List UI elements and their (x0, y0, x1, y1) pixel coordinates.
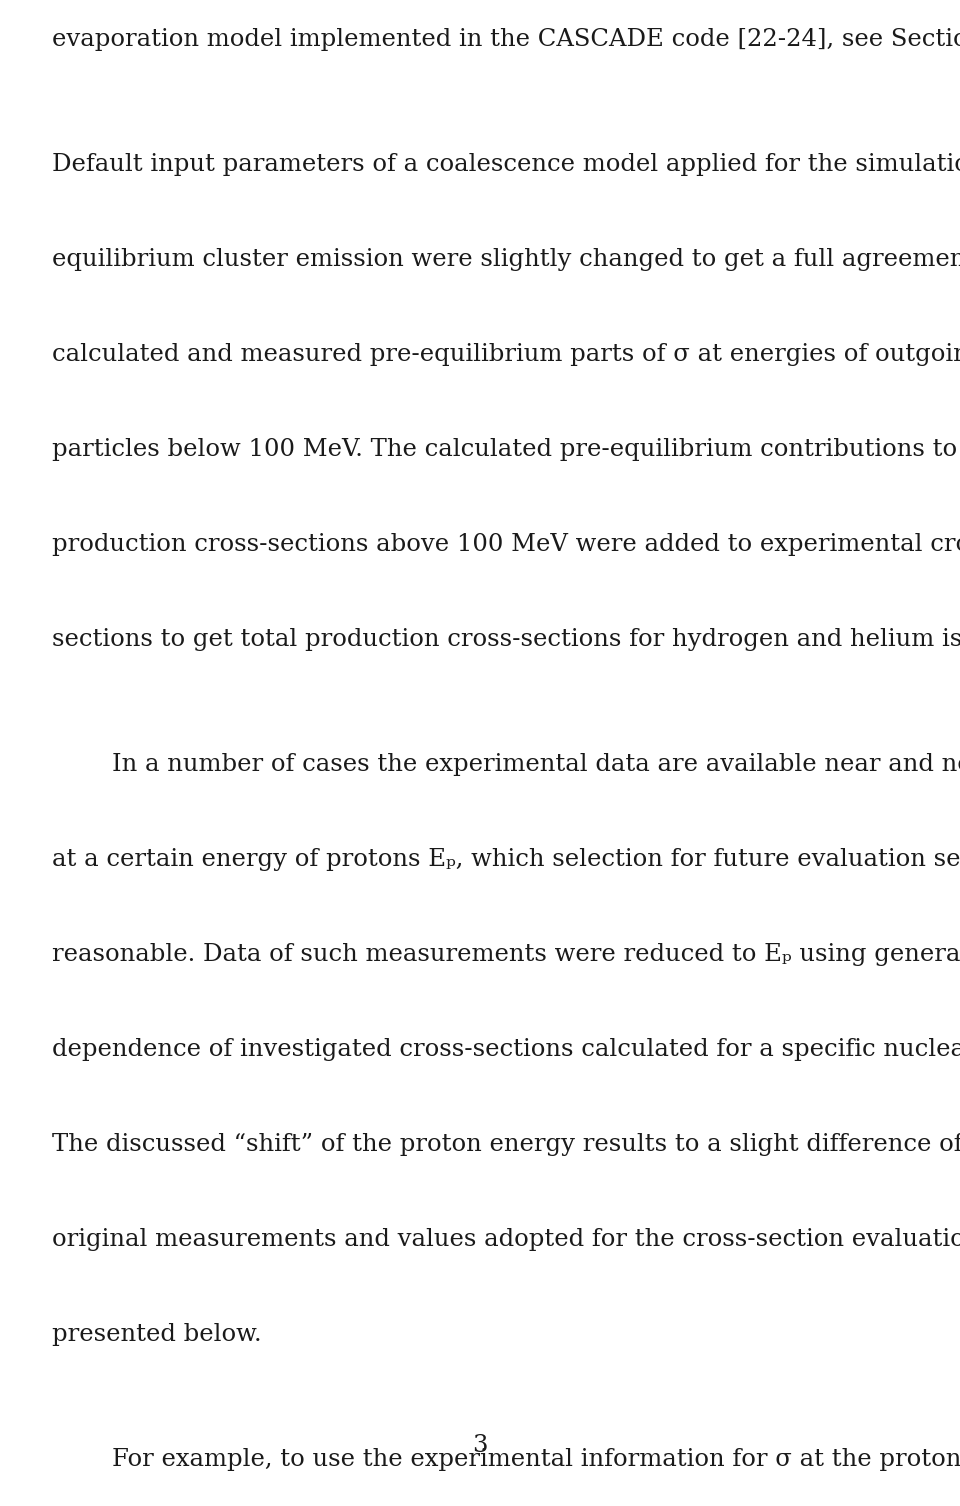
Text: sections to get total production cross-sections for hydrogen and helium isotopes: sections to get total production cross-s… (52, 628, 960, 651)
Text: calculated and measured pre-equilibrium parts of σ at energies of outgoing: calculated and measured pre-equilibrium … (52, 343, 960, 366)
Text: 3: 3 (472, 1435, 488, 1458)
Text: particles below 100 MeV. The calculated pre-equilibrium contributions to: particles below 100 MeV. The calculated … (52, 438, 957, 461)
Text: evaporation model implemented in the CASCADE code [22-24], see Section 3.: evaporation model implemented in the CAS… (52, 29, 960, 51)
Text: reasonable. Data of such measurements were reduced to Eₚ using general energy: reasonable. Data of such measurements we… (52, 943, 960, 965)
Text: at a certain energy of protons Eₚ, which selection for future evaluation seems: at a certain energy of protons Eₚ, which… (52, 848, 960, 870)
Text: production cross-sections above 100 MeV were added to experimental cross-: production cross-sections above 100 MeV … (52, 533, 960, 556)
Text: The discussed “shift” of the proton energy results to a slight difference of dat: The discussed “shift” of the proton ener… (52, 1133, 960, 1157)
Text: original measurements and values adopted for the cross-section evaluation and: original measurements and values adopted… (52, 1227, 960, 1251)
Text: presented below.: presented below. (52, 1322, 262, 1346)
Text: For example, to use the experimental information for σ at the proton incident: For example, to use the experimental inf… (112, 1447, 960, 1471)
Text: equilibrium cluster emission were slightly changed to get a full agreement betwe: equilibrium cluster emission were slight… (52, 248, 960, 271)
Text: Default input parameters of a coalescence model applied for the simulation of no: Default input parameters of a coalescenc… (52, 154, 960, 176)
Text: dependence of investigated cross-sections calculated for a specific nuclear reac: dependence of investigated cross-section… (52, 1038, 960, 1062)
Text: In a number of cases the experimental data are available near and not exactly: In a number of cases the experimental da… (112, 753, 960, 776)
